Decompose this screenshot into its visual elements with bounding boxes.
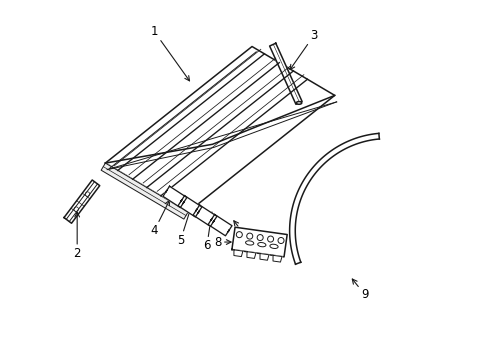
- Text: 2: 2: [73, 212, 81, 260]
- Polygon shape: [260, 253, 268, 260]
- Text: 1: 1: [150, 25, 189, 81]
- Polygon shape: [269, 43, 302, 104]
- Polygon shape: [64, 180, 100, 223]
- Text: 3: 3: [289, 29, 317, 69]
- Polygon shape: [233, 250, 243, 257]
- Text: 4: 4: [150, 201, 169, 237]
- Text: 7: 7: [233, 221, 248, 241]
- Text: 6: 6: [203, 212, 213, 252]
- PathPatch shape: [289, 133, 379, 264]
- Polygon shape: [101, 163, 188, 219]
- Polygon shape: [208, 215, 231, 236]
- Polygon shape: [231, 227, 286, 257]
- Text: 9: 9: [351, 279, 368, 301]
- Text: 8: 8: [214, 235, 231, 248]
- Polygon shape: [272, 255, 282, 262]
- Text: 5: 5: [177, 203, 193, 247]
- Polygon shape: [246, 252, 255, 258]
- Polygon shape: [178, 195, 202, 217]
- Polygon shape: [163, 186, 186, 208]
- Polygon shape: [105, 46, 334, 212]
- Ellipse shape: [296, 102, 301, 104]
- Polygon shape: [193, 205, 217, 226]
